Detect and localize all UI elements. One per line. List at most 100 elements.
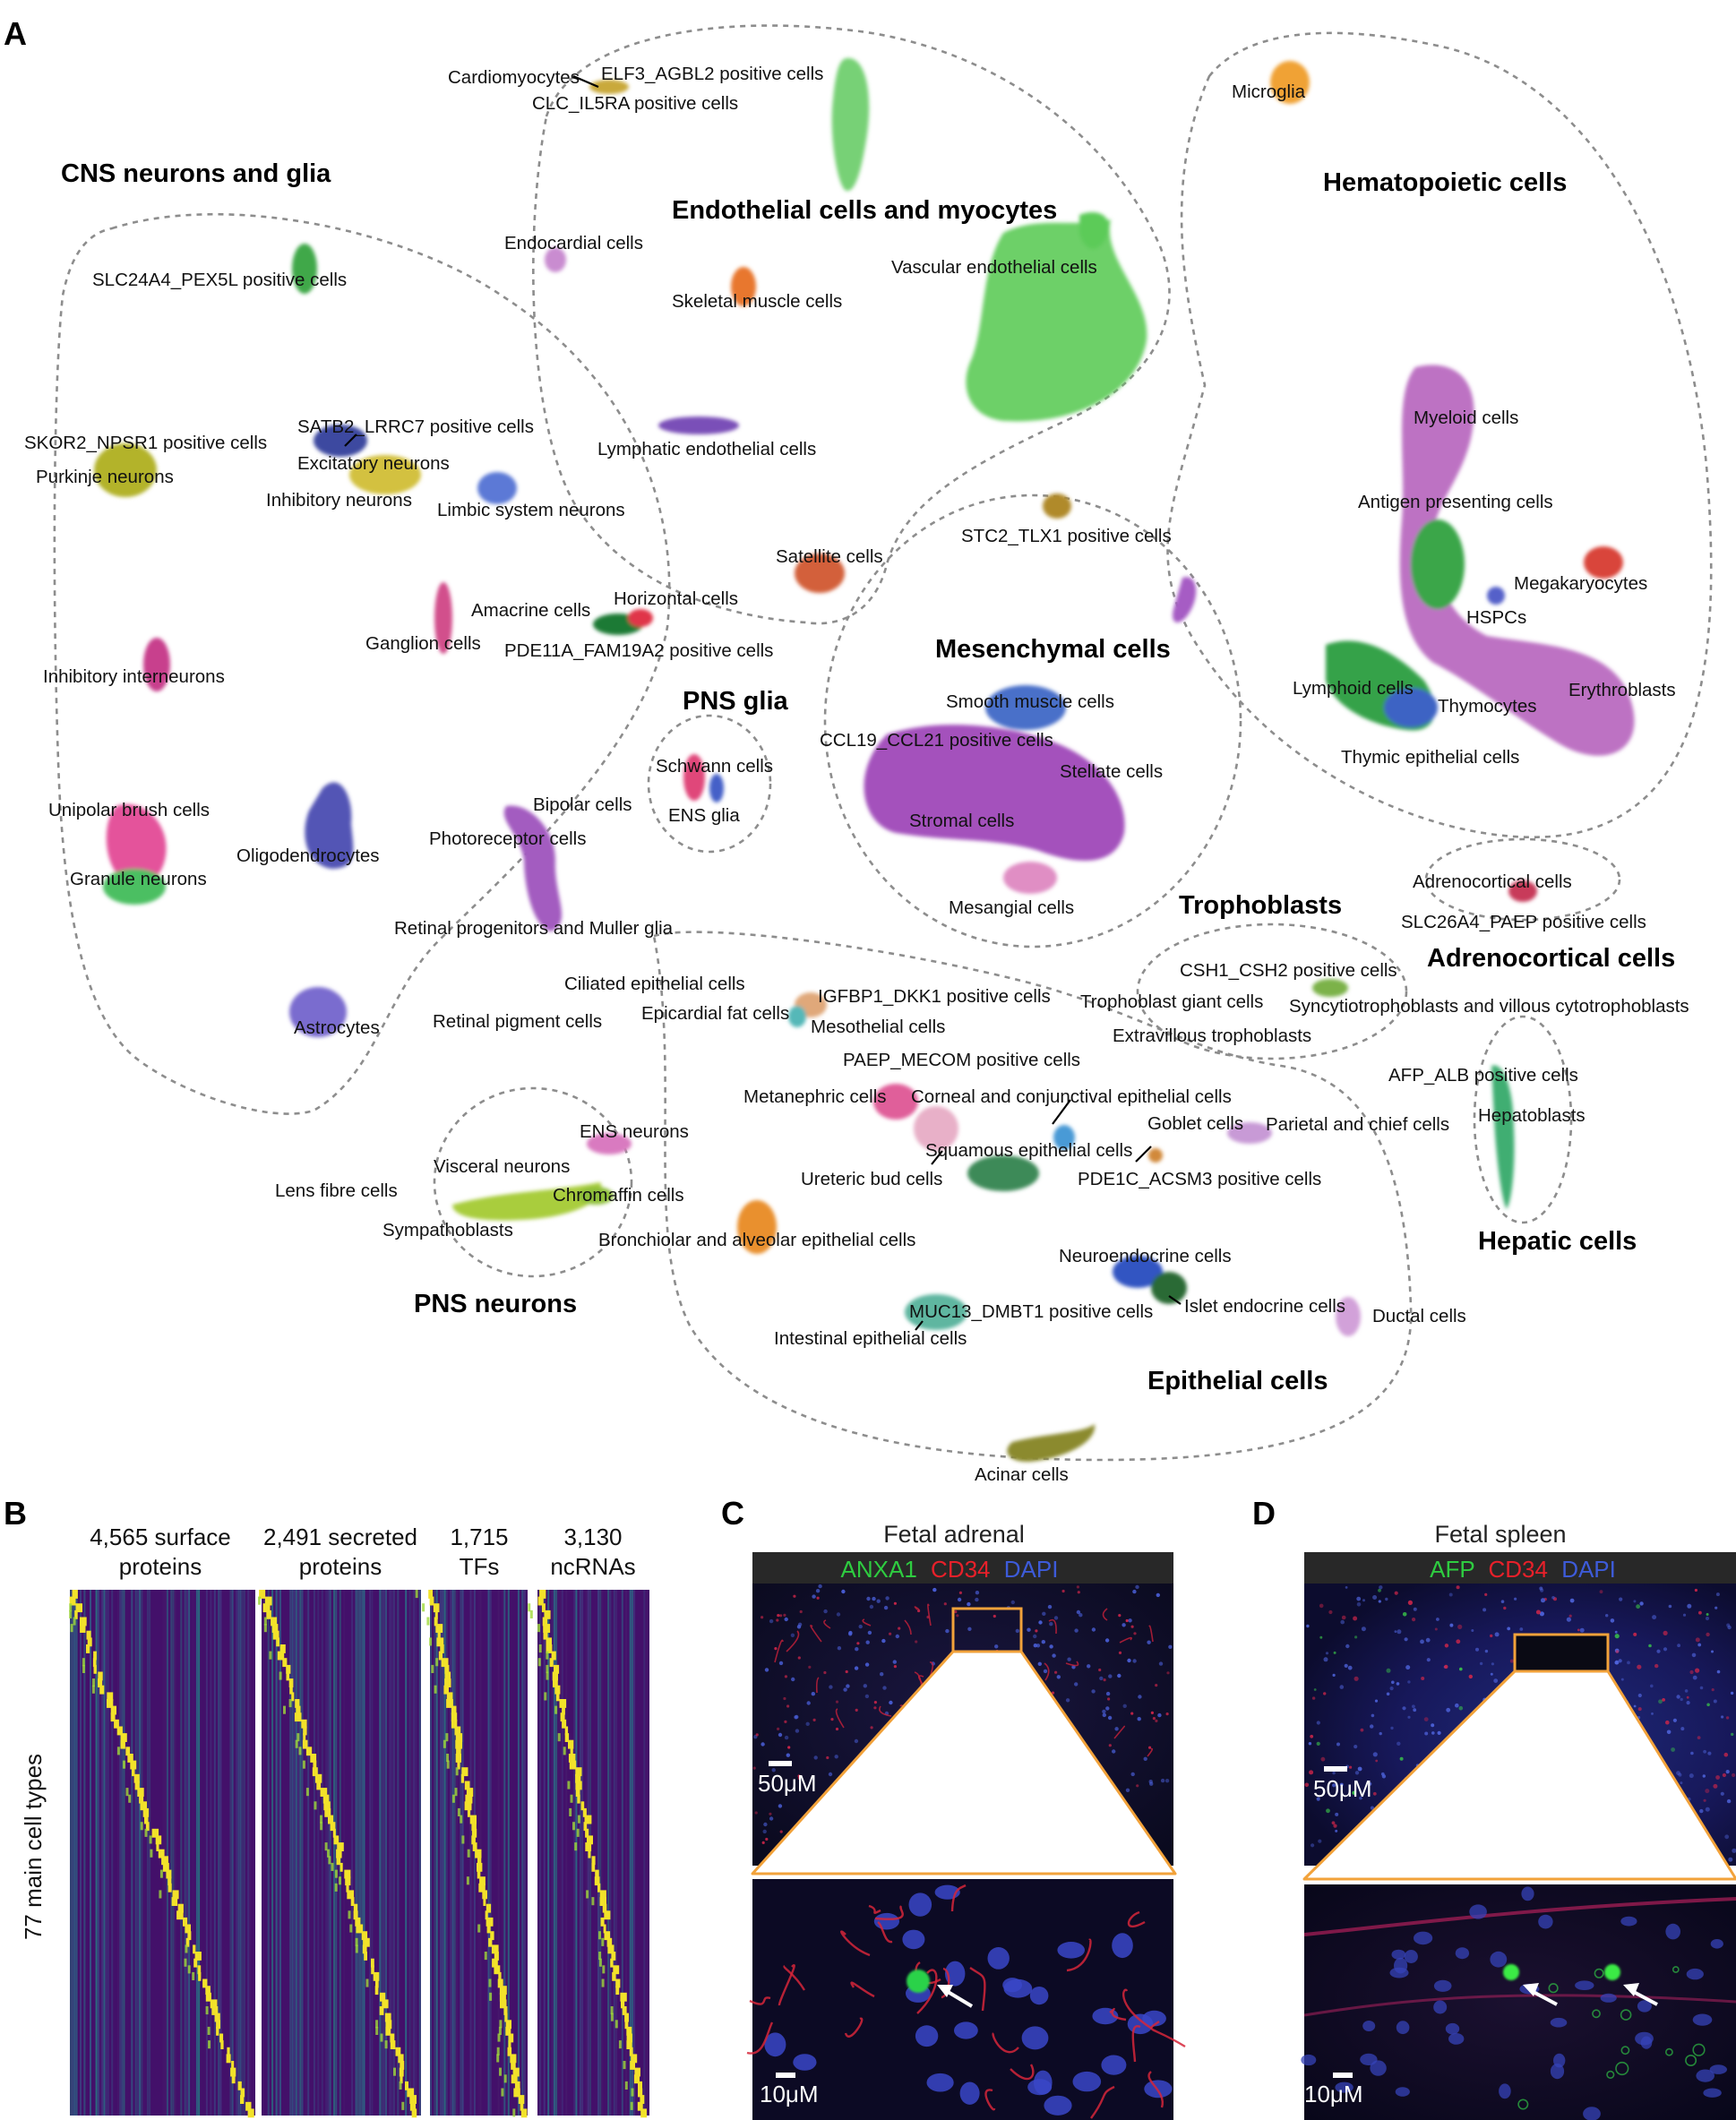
cell-label-neuroendocrine: Neuroendocrine cells: [1059, 1246, 1232, 1266]
heatmap-header-1-line1: 4,565 surface: [90, 1523, 231, 1550]
stain-cd34: CD34: [931, 1556, 990, 1583]
arrow-icon: [1623, 1983, 1658, 2006]
panel-d-stain-bar: [1304, 1552, 1736, 1584]
cell-label-mesothelial: Mesothelial cells: [811, 1017, 945, 1037]
group-label-adreno: Adrenocortical cells: [1427, 944, 1675, 973]
cell-label-mesangial: Mesangial cells: [949, 897, 1074, 918]
cell-label-limbic: Limbic system neurons: [437, 500, 625, 520]
panel-label-d: D: [1252, 1495, 1276, 1532]
cell-label-skeletal: Skeletal muscle cells: [672, 291, 842, 312]
stain-dapi-d: DAPI: [1561, 1556, 1616, 1583]
cell-label-intestinal: Intestinal epithelial cells: [774, 1328, 967, 1349]
cell-label-retinal-pigment: Retinal pigment cells: [433, 1011, 602, 1032]
cell-label-lens: Lens fibre cells: [275, 1180, 398, 1201]
cell-label-ureteric: Ureteric bud cells: [801, 1169, 942, 1189]
cell-label-microglia: Microglia: [1232, 82, 1306, 102]
cluster-islet: [1151, 1272, 1187, 1304]
heatmap-block-1: [69, 1590, 255, 2118]
cell-label-igfbp1: IGFBP1_DKK1 positive cells: [818, 986, 1051, 1007]
cell-label-granule: Granule neurons: [70, 869, 207, 889]
cluster-satellite: [795, 554, 845, 593]
cluster-lymphatic: [658, 416, 739, 434]
cell-label-extravillous: Extravillous trophoblasts: [1113, 1026, 1311, 1046]
cell-label-satb2: SATB2_LRRC7 positive cells: [297, 416, 534, 437]
cell-label-epicardial: Epicardial fat cells: [641, 1003, 789, 1024]
cluster-adrenocortical: [1508, 880, 1537, 902]
group-label-hema: Hematopoietic cells: [1323, 168, 1567, 197]
cell-label-purkinje: Purkinje neurons: [36, 467, 174, 487]
stain-afp: AFP: [1430, 1556, 1474, 1583]
cell-label-clc: CLC_IL5RA positive cells: [532, 93, 738, 114]
cluster-megakaryocytes: [1584, 546, 1623, 579]
arrow-icon: [937, 1985, 974, 2008]
cell-label-ens-glia: ENS glia: [668, 805, 740, 826]
cluster-squamous: [967, 1155, 1039, 1191]
cluster-schwann: [683, 754, 705, 801]
heatmaps: [69, 1590, 649, 2118]
cluster-vascular-arm: [1079, 212, 1109, 249]
cluster-smooth-muscle: [985, 685, 1066, 730]
cell-label-sympathoblasts: Sympathoblasts: [382, 1220, 513, 1240]
cluster-astrocytes: [289, 987, 347, 1037]
cluster-goblet: [1148, 1148, 1163, 1163]
cell-label-stellate: Stellate cells: [1060, 761, 1163, 782]
panel-c-scale-bottom: 10μM: [760, 2081, 819, 2107]
cell-label-afp-alb: AFP_ALB positive cells: [1388, 1065, 1578, 1086]
cell-label-corneal: Corneal and conjunctival epithelial cell…: [911, 1086, 1232, 1107]
outline-epi: [652, 931, 1413, 1462]
panel-c-zoom-texture: [746, 1884, 1186, 2119]
cell-label-oligodendrocytes: Oligodendrocytes: [236, 845, 380, 866]
group-label-cns: CNS neurons and glia: [61, 159, 331, 188]
panel-d-scale-bottom: 10μM: [1304, 2081, 1363, 2107]
cell-label-paep-mecom: PAEP_MECOM positive cells: [843, 1050, 1080, 1070]
cell-label-thymic-epi: Thymic epithelial cells: [1341, 747, 1519, 768]
cell-label-acinar: Acinar cells: [975, 1464, 1069, 1485]
group-label-hep: Hepatic cells: [1478, 1227, 1637, 1256]
cell-label-cardiomyocytes: Cardiomyocytes: [448, 67, 580, 88]
heatmap-header-4-line2: ncRNAs: [550, 1553, 635, 1580]
cell-label-visceral: Visceral neurons: [434, 1156, 570, 1177]
cluster-ens-neurons: [587, 1133, 632, 1154]
heatmap-block-4: [528, 1590, 649, 2118]
cluster-cardiomyocytes: [589, 80, 629, 94]
panel-label-a: A: [4, 15, 27, 52]
cell-label-lymphatic: Lymphatic endothelial cells: [597, 439, 816, 459]
scale-bar-c-bottom: [776, 2073, 795, 2078]
cluster-purkinje: [94, 443, 157, 497]
panel-label-b: B: [4, 1495, 27, 1532]
panel-c-scale-top: 50μM: [758, 1770, 817, 1797]
cell-label-retinal-prog: Retinal progenitors and Muller glia: [394, 918, 674, 939]
outline-endo: [532, 24, 1171, 625]
outline-adreno: [1424, 837, 1621, 922]
heatmap-header-2-line1: 2,491 secreted: [263, 1523, 417, 1550]
cell-label-ciliated: Ciliated epithelial cells: [564, 974, 745, 994]
cluster-photoreceptor: [503, 805, 563, 931]
cell-label-myeloid: Myeloid cells: [1414, 408, 1518, 428]
heatmap-y-label: 77 main cell types: [20, 1754, 47, 1940]
cluster-hepatoblasts: [1491, 1065, 1515, 1209]
cluster-ureteric: [914, 1106, 958, 1151]
cell-label-satellite: Satellite cells: [776, 546, 883, 567]
cluster-myeloid: [1399, 365, 1635, 756]
cell-label-apc: Antigen presenting cells: [1358, 492, 1553, 512]
heatmap-block-3: [415, 1590, 528, 2118]
scale-bar-d-top: [1324, 1766, 1347, 1772]
cell-label-amacrine: Amacrine cells: [471, 600, 590, 621]
cluster-chromaffin: [578, 1187, 614, 1205]
cluster-inhib-inter: [143, 638, 170, 691]
cell-label-ductal: Ductal cells: [1372, 1306, 1466, 1326]
group-labels: CNS neurons and glia Endothelial cells a…: [61, 159, 1675, 1395]
cluster-slc24a4: [292, 244, 317, 294]
cell-label-vascular: Vascular endothelial cells: [891, 257, 1097, 278]
cell-label-parietal: Parietal and chief cells: [1266, 1114, 1449, 1135]
cell-label-lymphoid: Lymphoid cells: [1293, 678, 1414, 699]
cell-label-inhib-inter: Inhibitory interneurons: [43, 666, 225, 687]
cluster-apc: [1411, 519, 1465, 609]
cell-label-ens-neurons: ENS neurons: [580, 1121, 689, 1142]
heatmap-header-2-line2: proteins: [299, 1553, 382, 1580]
cell-label-skor2: SKOR2_NPSR1 positive cells: [24, 433, 267, 453]
heatmap-header-4-line1: 3,130: [563, 1523, 622, 1550]
panel-d-zoom-connector: [1302, 1669, 1736, 1881]
panel-label-c: C: [721, 1495, 744, 1532]
panel-c-stain-bar: [752, 1552, 1173, 1584]
